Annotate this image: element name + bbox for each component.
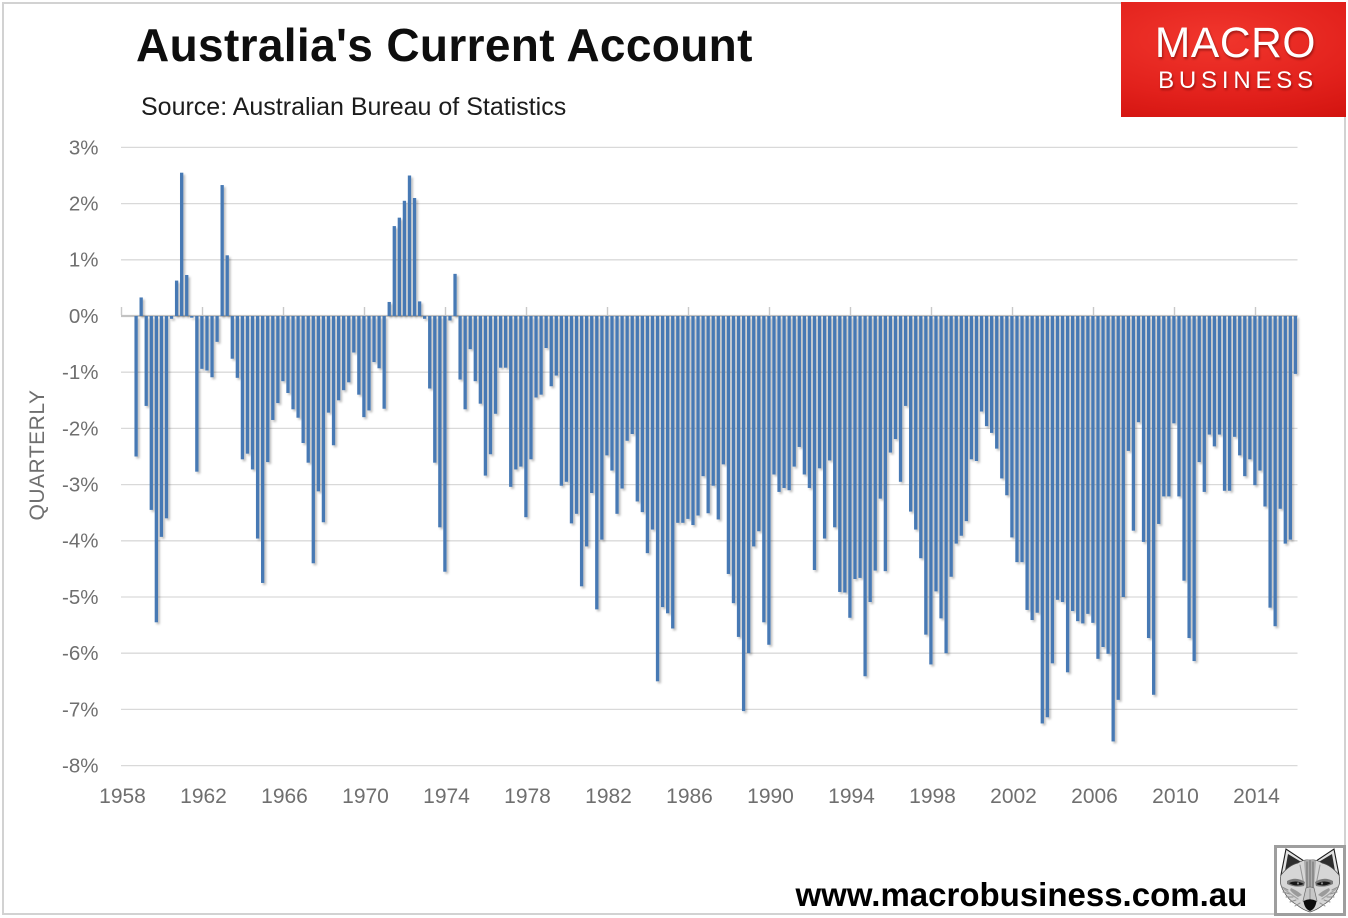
svg-text:1970: 1970	[342, 785, 389, 808]
svg-text:-7%: -7%	[62, 698, 98, 721]
svg-text:1962: 1962	[180, 785, 227, 808]
svg-text:2002: 2002	[990, 785, 1037, 808]
svg-text:-5%: -5%	[62, 586, 98, 609]
svg-text:1986: 1986	[666, 785, 713, 808]
svg-text:-6%: -6%	[62, 642, 98, 665]
svg-text:-4%: -4%	[62, 530, 98, 553]
svg-text:-2%: -2%	[62, 417, 98, 440]
svg-text:1990: 1990	[747, 785, 794, 808]
svg-text:0%: 0%	[69, 305, 99, 328]
svg-text:1998: 1998	[909, 785, 956, 808]
svg-text:1958: 1958	[99, 785, 146, 808]
svg-text:1%: 1%	[69, 249, 99, 272]
svg-text:1982: 1982	[585, 785, 632, 808]
svg-text:1966: 1966	[261, 785, 308, 808]
svg-text:1978: 1978	[504, 785, 551, 808]
svg-text:2014: 2014	[1233, 785, 1280, 808]
svg-text:-1%: -1%	[62, 361, 98, 384]
svg-text:2010: 2010	[1152, 785, 1199, 808]
svg-text:QUARTERLY: QUARTERLY	[26, 390, 49, 521]
svg-text:2006: 2006	[1071, 785, 1118, 808]
svg-text:3%: 3%	[69, 136, 99, 159]
svg-text:2%: 2%	[69, 193, 99, 216]
svg-text:-8%: -8%	[62, 755, 98, 778]
svg-text:1974: 1974	[423, 785, 470, 808]
svg-text:-3%: -3%	[62, 474, 98, 497]
svg-text:1994: 1994	[828, 785, 875, 808]
